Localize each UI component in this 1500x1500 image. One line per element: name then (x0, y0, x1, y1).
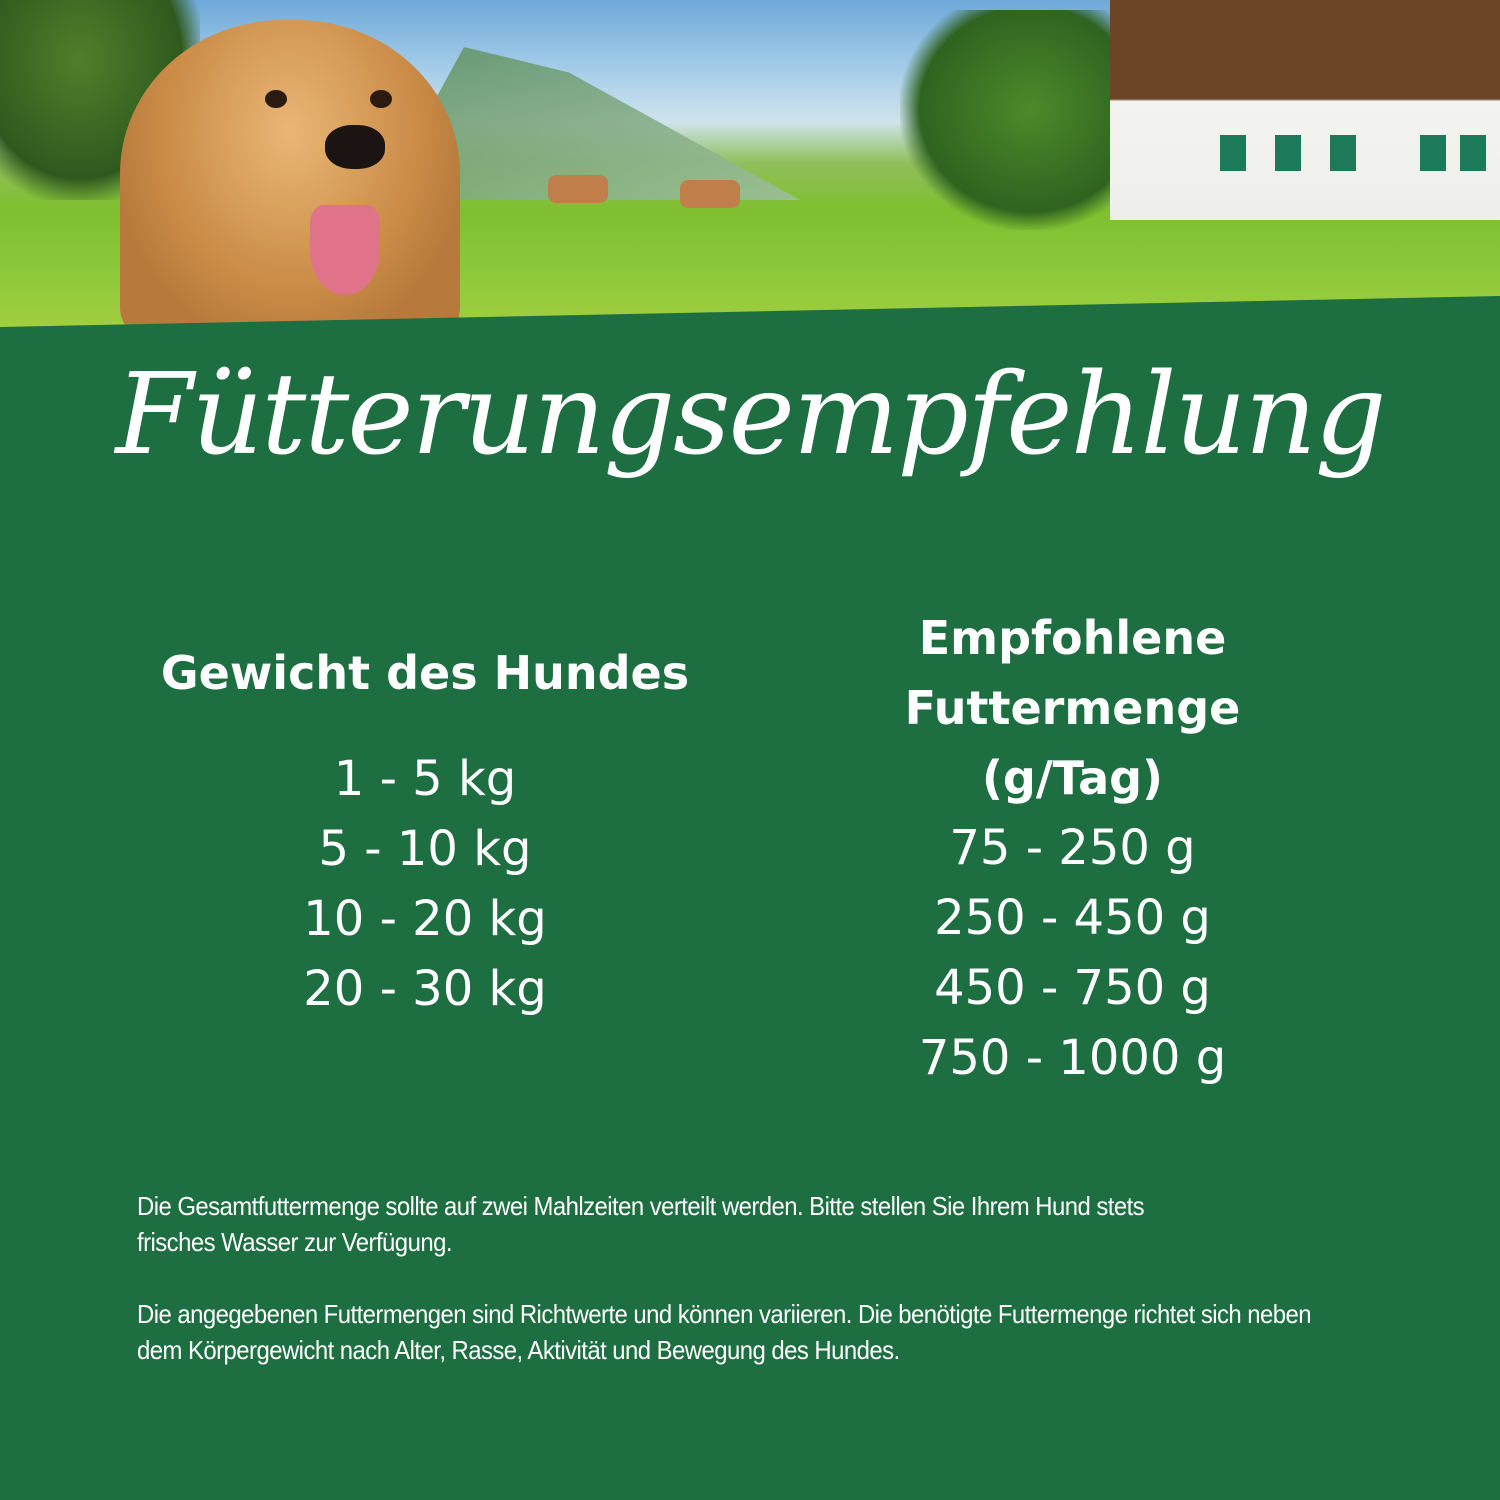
cow (548, 175, 608, 203)
column-header: Gewicht des Hundes (160, 646, 690, 700)
content-panel (0, 296, 1500, 1500)
weight-column: Gewicht des Hundes 1 - 5 kg 5 - 10 kg 10… (150, 638, 700, 1024)
amount-value: 250 - 450 g (934, 890, 1211, 946)
amount-value: 75 - 250 g (949, 820, 1196, 876)
dog (120, 20, 460, 340)
weight-value: 20 - 30 kg (303, 961, 547, 1017)
hero-photo-dog-meadow (0, 0, 1500, 340)
cow (680, 180, 740, 208)
farmhouse (1110, 0, 1500, 220)
page-title: Fütterungsempfehlung (115, 350, 1387, 480)
weight-value: 5 - 10 kg (318, 821, 532, 877)
amount-value: 450 - 750 g (934, 960, 1211, 1016)
feeding-note: Die Gesamtfuttermenge sollte auf zwei Ma… (137, 1191, 1145, 1257)
weight-value: 1 - 5 kg (333, 751, 517, 807)
feeding-note: Die angegebenen Futtermengen sind Richtw… (137, 1299, 1312, 1365)
weight-value: 10 - 20 kg (303, 891, 547, 947)
amount-value: 750 - 1000 g (918, 1030, 1227, 1086)
amount-column: Empfohlene Futtermenge (g/Tag) 75 - 250 … (780, 603, 1365, 1093)
column-header: Empfohlene Futtermenge (g/Tag) (904, 611, 1241, 805)
